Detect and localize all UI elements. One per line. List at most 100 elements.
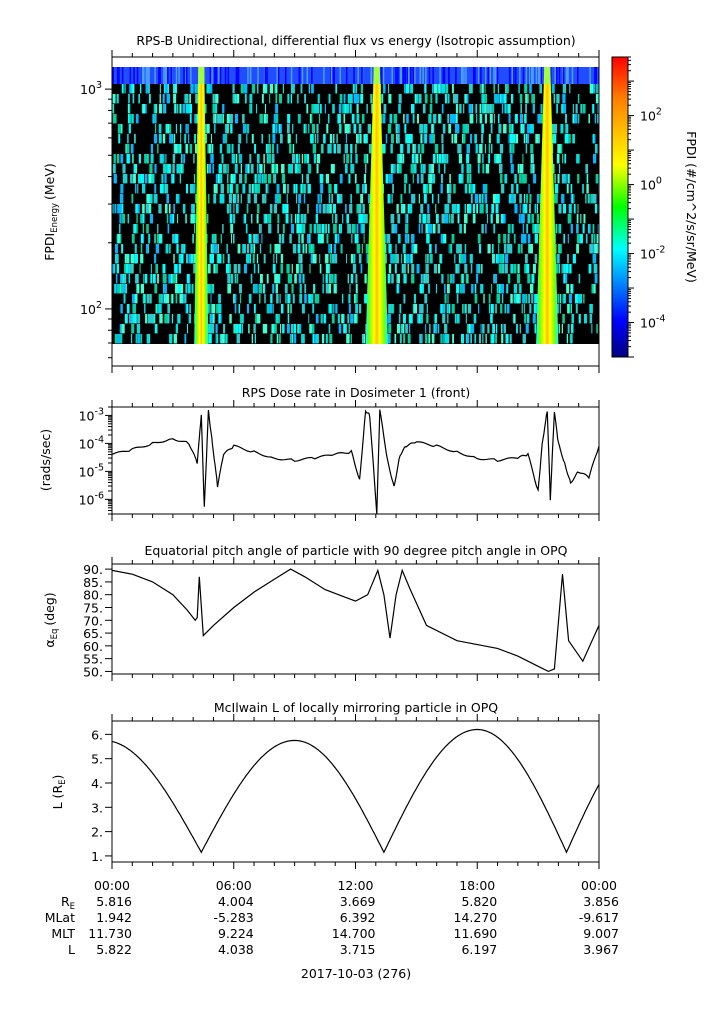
flux-cell [228, 144, 231, 154]
flux-cell [356, 244, 361, 254]
flux-cell [361, 334, 364, 344]
flux-cell [531, 294, 533, 304]
flux-cell [429, 244, 432, 254]
top-channel-streak [525, 67, 528, 84]
flux-cell [253, 244, 256, 254]
flux-cell [279, 334, 281, 344]
flux-cell [241, 324, 244, 334]
flux-cell [481, 194, 484, 204]
flux-cell [391, 194, 393, 204]
ephemeris-value: 3.856 [583, 894, 619, 909]
flux-cell [441, 84, 446, 94]
flux-cell [295, 194, 298, 204]
flux-cell [589, 84, 594, 94]
flux-cell [533, 104, 535, 114]
flux-cell [532, 264, 536, 274]
flux-cell [134, 184, 137, 194]
flux-cell [583, 314, 587, 324]
flux-cell [556, 154, 560, 164]
flux-cell [113, 174, 117, 184]
flux-cell [147, 334, 150, 344]
flux-cell [498, 114, 500, 124]
flux-cell [396, 134, 400, 144]
flux-cell [597, 224, 599, 234]
flux-cell [333, 244, 336, 254]
top-channel-streak [595, 67, 597, 84]
flux-cell [316, 334, 319, 344]
flux-cell [427, 174, 431, 184]
flux-cell [513, 294, 517, 304]
flux-cell [559, 224, 562, 234]
flux-cell [332, 204, 336, 214]
flux-cell [406, 224, 409, 234]
flux-cell [184, 294, 187, 304]
flux-cell [502, 214, 506, 224]
flux-cell [242, 124, 246, 134]
flux-cell [263, 154, 265, 164]
flux-cell [235, 324, 239, 334]
flux-cell [226, 114, 230, 124]
flux-cell [496, 254, 499, 264]
flux-cell [468, 104, 473, 114]
flux-cell [155, 194, 158, 204]
top-channel-streak [412, 67, 415, 84]
flux-cell [481, 104, 485, 114]
date-label: 2017-10-03 (276) [301, 966, 411, 981]
flux-cell [258, 174, 262, 184]
flux-cell [504, 254, 509, 264]
flux-cell [230, 184, 233, 194]
flux-cell [225, 124, 228, 134]
flux-cell [215, 264, 218, 274]
flux-cell [396, 284, 399, 294]
flux-cell [514, 174, 517, 184]
flux-cell [290, 304, 292, 314]
flux-cell [592, 154, 597, 164]
flux-cell [244, 214, 247, 224]
panel4-ylabel-unit: ) [50, 775, 65, 780]
ephemeris-value: -9.617 [579, 910, 619, 925]
flux-cell [513, 264, 517, 274]
top-channel-streak [567, 67, 569, 84]
flux-cell [488, 294, 491, 304]
flux-cell [567, 234, 569, 244]
flux-cell [299, 324, 301, 334]
flux-cell [335, 304, 338, 314]
flux-cell [263, 114, 266, 124]
flux-cell [226, 144, 229, 154]
flux-cell [403, 254, 406, 264]
flux-cell [216, 254, 218, 264]
flux-cell [162, 94, 165, 104]
flux-cell [161, 294, 164, 304]
flux-cell [317, 94, 320, 104]
flux-cell [293, 324, 297, 334]
flux-cell [142, 234, 145, 244]
flux-cell [152, 274, 156, 284]
flux-cell [124, 264, 127, 274]
flux-cell [314, 294, 318, 304]
flux-cell [401, 154, 405, 164]
flux-cell [335, 84, 338, 94]
flux-cell [148, 174, 152, 184]
flux-cell [179, 144, 182, 154]
flux-cell [383, 84, 386, 94]
flux-cell [351, 114, 355, 124]
flux-cell [112, 104, 114, 114]
flux-cell [231, 234, 233, 244]
flux-cell [411, 264, 415, 274]
top-channel-streak [554, 67, 556, 84]
flux-cell [148, 234, 151, 244]
flux-cell [558, 264, 560, 274]
flux-cell [570, 224, 573, 234]
flux-cell [476, 204, 479, 214]
flux-cell [333, 304, 335, 314]
top-channel-streak [167, 67, 169, 84]
flux-cell [242, 184, 246, 194]
flux-cell [141, 214, 143, 224]
flux-cell [488, 304, 491, 314]
flux-cell [366, 104, 368, 114]
flux-cell [461, 164, 464, 174]
flux-cell [438, 324, 440, 334]
flux-cell [358, 254, 362, 264]
flux-cell [431, 334, 435, 344]
flux-cell [146, 224, 149, 234]
